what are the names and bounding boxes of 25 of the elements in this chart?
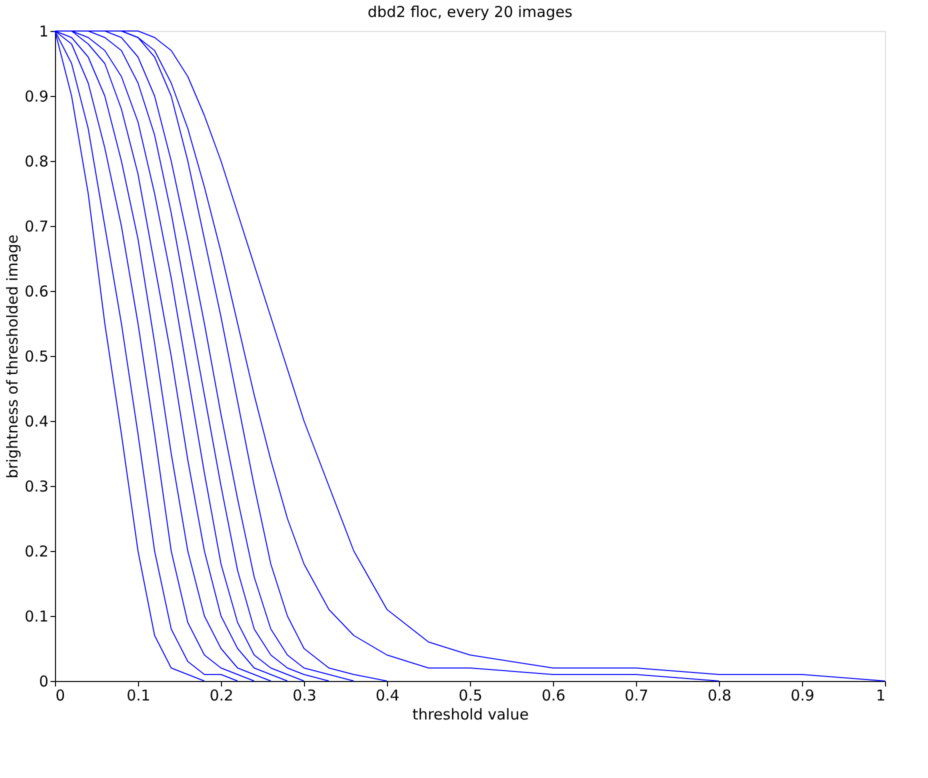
x-tick-label: 0.4 <box>376 686 400 704</box>
x-tick-label: 0.6 <box>542 686 566 704</box>
y-tick-label: 0.4 <box>24 412 48 430</box>
y-axis-title: brightness of thresholded image <box>4 234 22 479</box>
y-tick-label: 0.7 <box>24 218 48 236</box>
x-tick-label: 0.2 <box>210 686 234 704</box>
x-tick-label: 0 <box>56 686 66 704</box>
y-tick-label: 0.2 <box>24 542 48 560</box>
y-tick-label: 0.5 <box>24 348 48 366</box>
y-tick-label: 0.6 <box>24 282 48 300</box>
x-tick-label: 0.5 <box>458 686 482 704</box>
y-tick-label: 1 <box>38 22 48 40</box>
x-tick-label: 0.1 <box>126 686 150 704</box>
x-tick-label: 0.3 <box>292 686 316 704</box>
y-tick-label: 0.1 <box>24 608 48 626</box>
y-tick-label: 0.8 <box>24 152 48 170</box>
y-tick-label: 0 <box>38 672 48 690</box>
x-tick-label: 1 <box>876 686 886 704</box>
x-tick-label: 0.7 <box>624 686 648 704</box>
chart-title: dbd2 floc, every 20 images <box>368 3 573 21</box>
y-tick-label: 0.9 <box>24 88 48 106</box>
x-tick-label: 0.8 <box>708 686 732 704</box>
x-tick-label: 0.9 <box>790 686 814 704</box>
y-tick-label: 0.3 <box>24 478 48 496</box>
x-axis-title: threshold value <box>412 706 529 724</box>
